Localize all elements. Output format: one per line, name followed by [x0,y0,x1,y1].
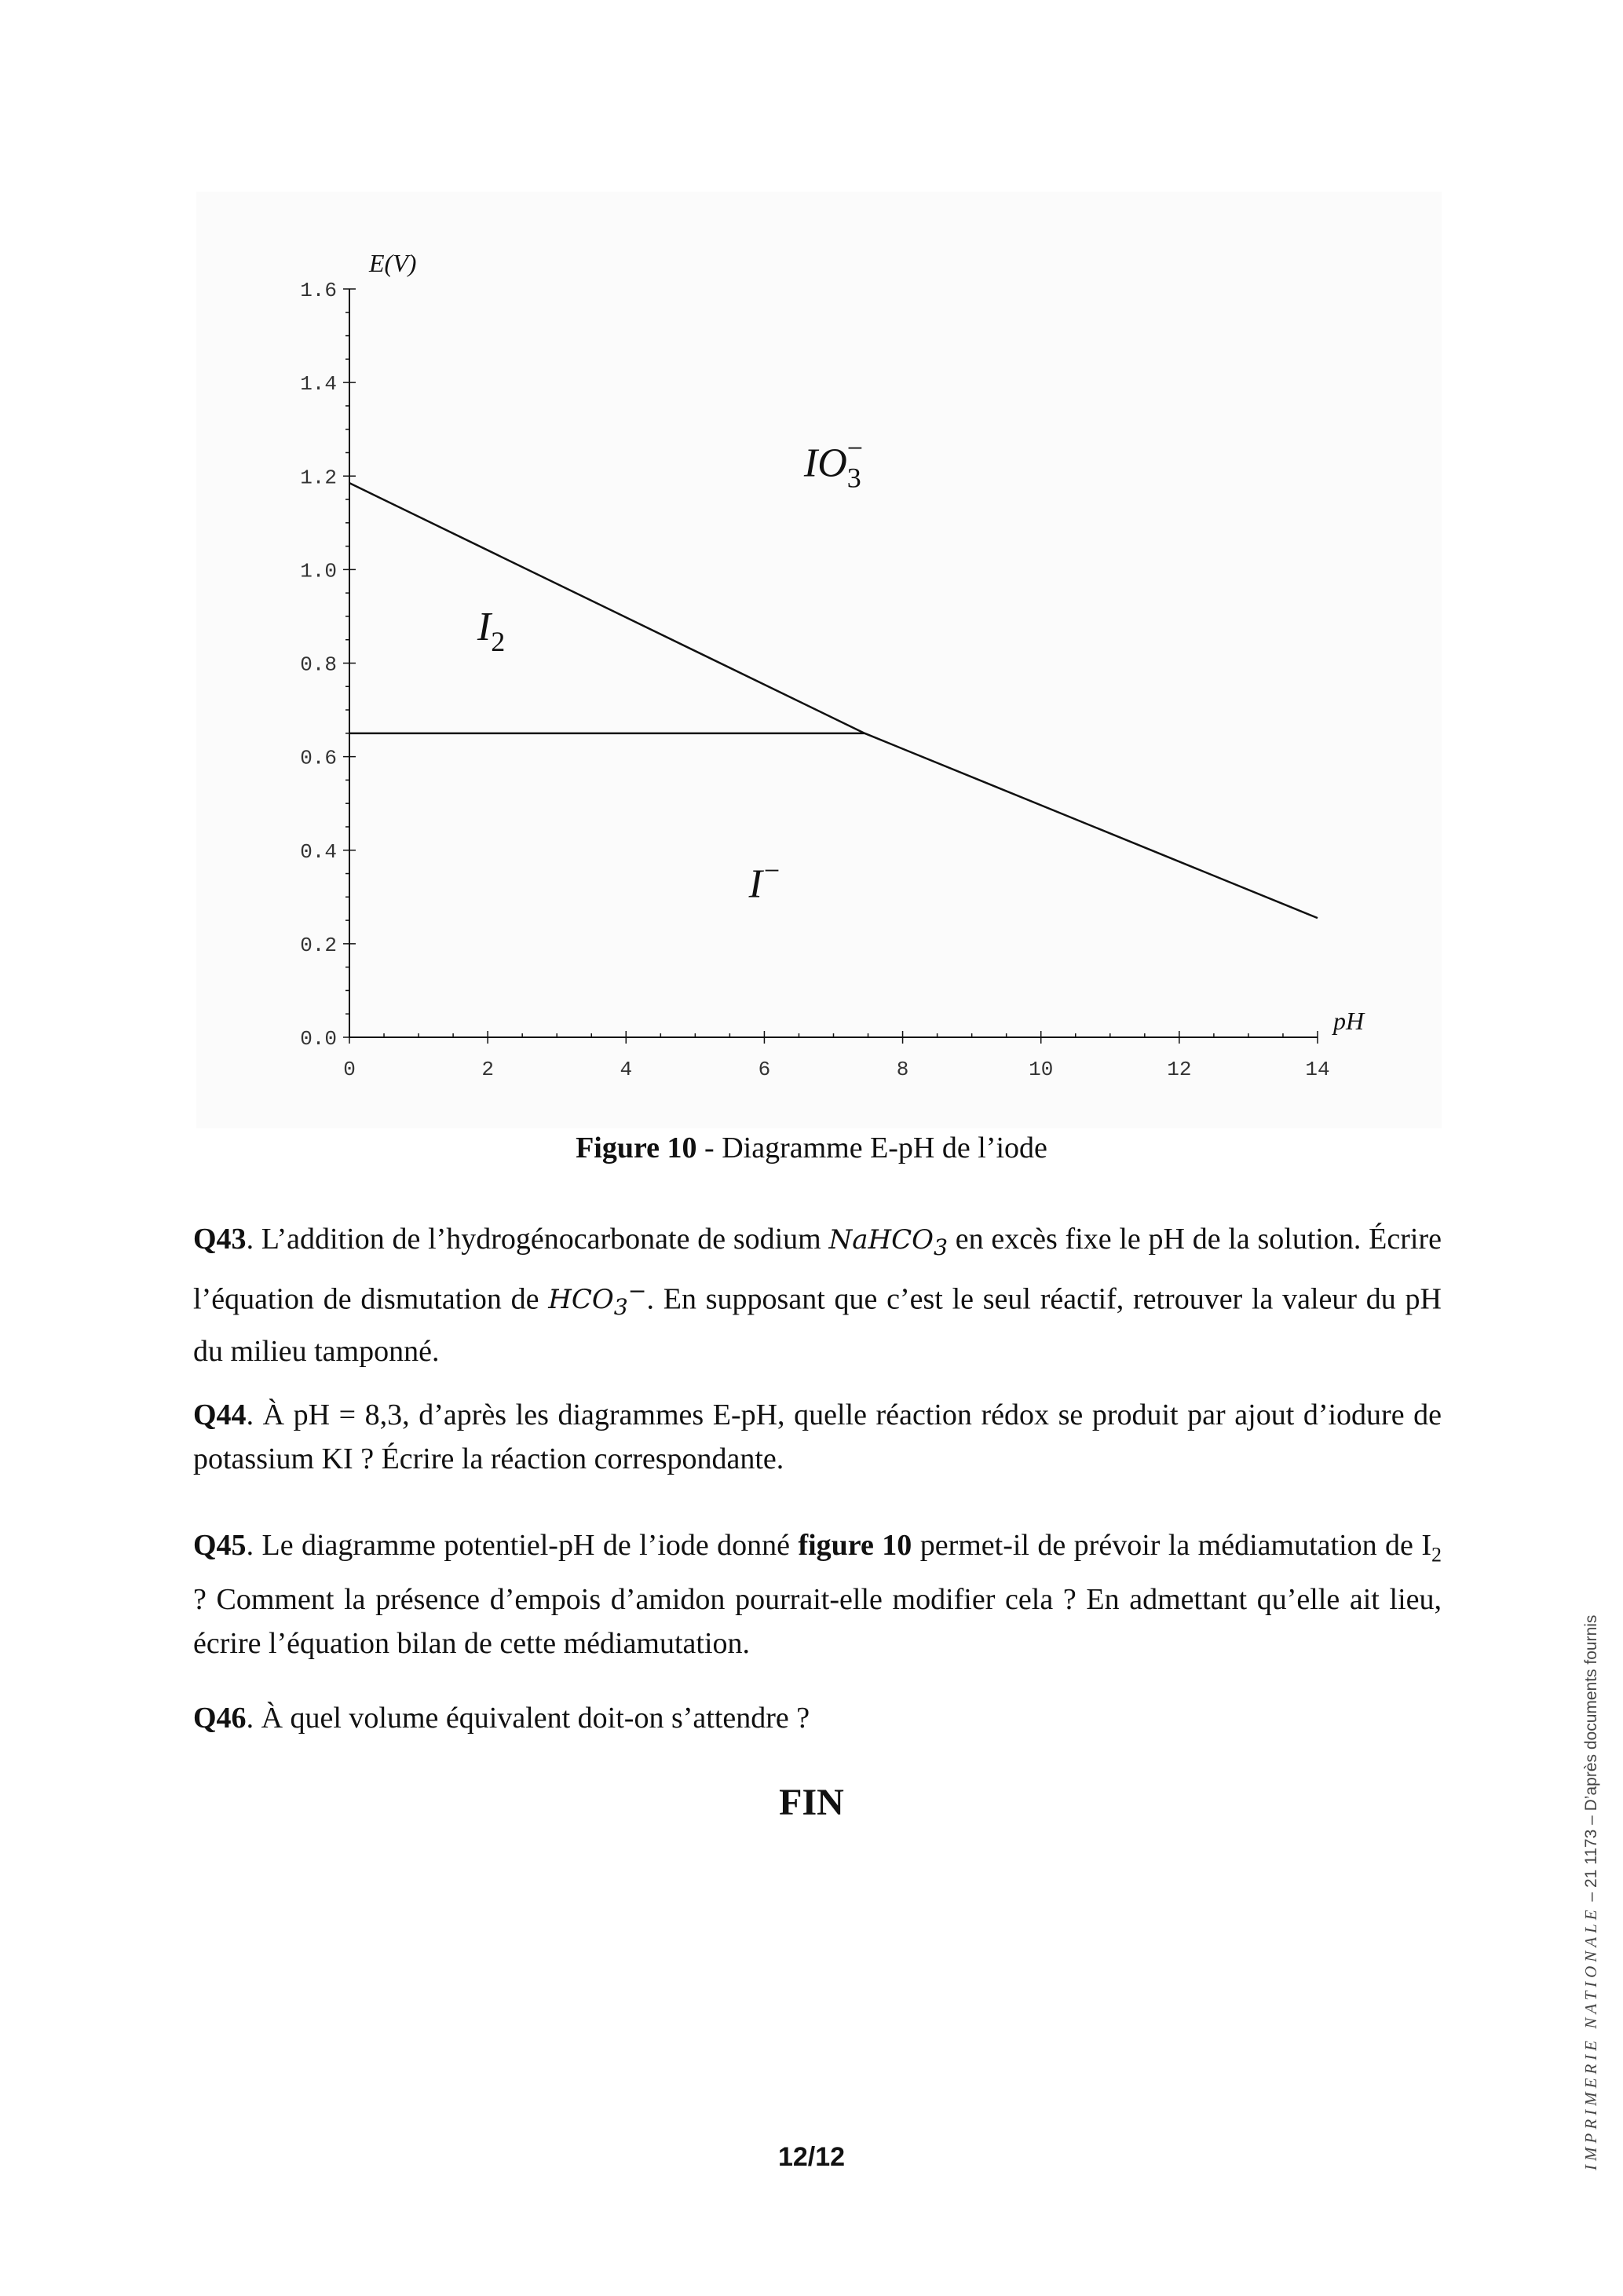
y-axis-label: E(V) [368,249,416,277]
formula-hco3: HCO3− [548,1278,646,1320]
x-tick-label: 4 [620,1058,632,1081]
imprint-details: – 21 1173 – D’après documents fournis [1582,1614,1600,1907]
end-marker: FIN [779,1782,844,1823]
y-tick-label: 1.6 [300,279,337,302]
figure-caption: Figure 10 - Diagramme E-pH de l’iode [0,1131,1623,1165]
formula-sup: − [627,1278,647,1304]
x-tick-label: 8 [897,1058,909,1081]
y-tick-label: 0.4 [300,840,337,864]
figure-10-chart: 0 2 4 6 8 10 12 14 0.0 0.2 0.4 0.6 0.8 1.0 1.2 1.4 1.6 pH… [196,192,1442,1128]
q44-text: . À pH = 8,3, d’après les diagrammes E-p… [193,1398,1442,1475]
question-q45: Q45. Le diagramme potentiel-pH de l’iode… [193,1523,1442,1665]
q43-label: Q43 [193,1223,247,1256]
formula-sub: 3 [613,1293,628,1320]
subscript: 2 [1431,1543,1442,1567]
y-tick-label: 0.6 [300,747,337,770]
e-ph-diagram: 0 2 4 6 8 10 12 14 0.0 0.2 0.4 0.6 0.8 1.0 1.2 1.4 1.6 pH… [300,249,1365,1081]
q45-label: Q45 [193,1529,247,1562]
q45-text: . Le diagramme potentiel-pH de l’iode do… [246,1529,799,1562]
species-label: I− [748,854,780,906]
x-tick-label: 0 [343,1058,356,1081]
q45-text: ? Comment la présence d’empois d’amidon … [193,1582,1442,1660]
y-tick-label: 1.4 [300,372,337,396]
species-label: IO3− [803,432,863,493]
boundary-line [349,482,1318,919]
q45-text: permet-il de prévoir la médiamutation de… [912,1529,1431,1562]
formula-text: NaHCO [828,1224,934,1256]
q46-label: Q46 [193,1702,247,1735]
q44-label: Q44 [193,1398,247,1431]
y-tick-label: 1.0 [300,559,337,583]
q46-text: . À quel volume équivalent doit-on s’att… [246,1702,810,1735]
question-q44: Q44. À pH = 8,3, d’après les diagrammes … [193,1393,1442,1481]
figure-reference: figure 10 [798,1529,912,1562]
formula-nahco3: NaHCO3 [828,1224,948,1260]
x-tick-label: 2 [481,1058,494,1081]
y-tick-label: 0.8 [300,653,337,677]
side-imprint: IMPRIMERIE NATIONALE – 21 1173 – D’après… [1581,1615,1601,2170]
x-tick-label: 6 [758,1058,771,1081]
x-tick-label: 14 [1305,1058,1329,1081]
y-tick-label: 0.0 [300,1027,337,1051]
caption-text: - Diagramme E-pH de l’iode [696,1132,1047,1164]
caption-label: Figure 10 [576,1132,697,1164]
formula-sub: 3 [934,1234,949,1260]
question-q43: Q43. L’addition de l’hydrogénocarbonate … [193,1217,1442,1373]
x-tick-label: 12 [1167,1058,1191,1081]
x-tick-label: 10 [1029,1058,1053,1081]
imprint-name: IMPRIMERIE NATIONALE [1581,1906,1600,2170]
species-label: I2 [477,605,505,657]
q43-text: . L’addition de l’hydrogénocarbonate de … [246,1223,829,1256]
x-axis-label: pH [1332,1007,1365,1035]
page-number: 12/12 [777,2142,846,2172]
y-tick-label: 1.2 [300,466,337,489]
formula-text: HCO [548,1284,614,1316]
q43-text: en excès fixe le pH de la solution. Écri… [193,1223,1442,1316]
question-q46: Q46. À quel volume équivalent doit-on s’… [193,1696,1442,1740]
q43-text: . En supposant que c’est le seul réactif… [193,1282,1442,1368]
y-tick-label: 0.2 [300,934,337,957]
